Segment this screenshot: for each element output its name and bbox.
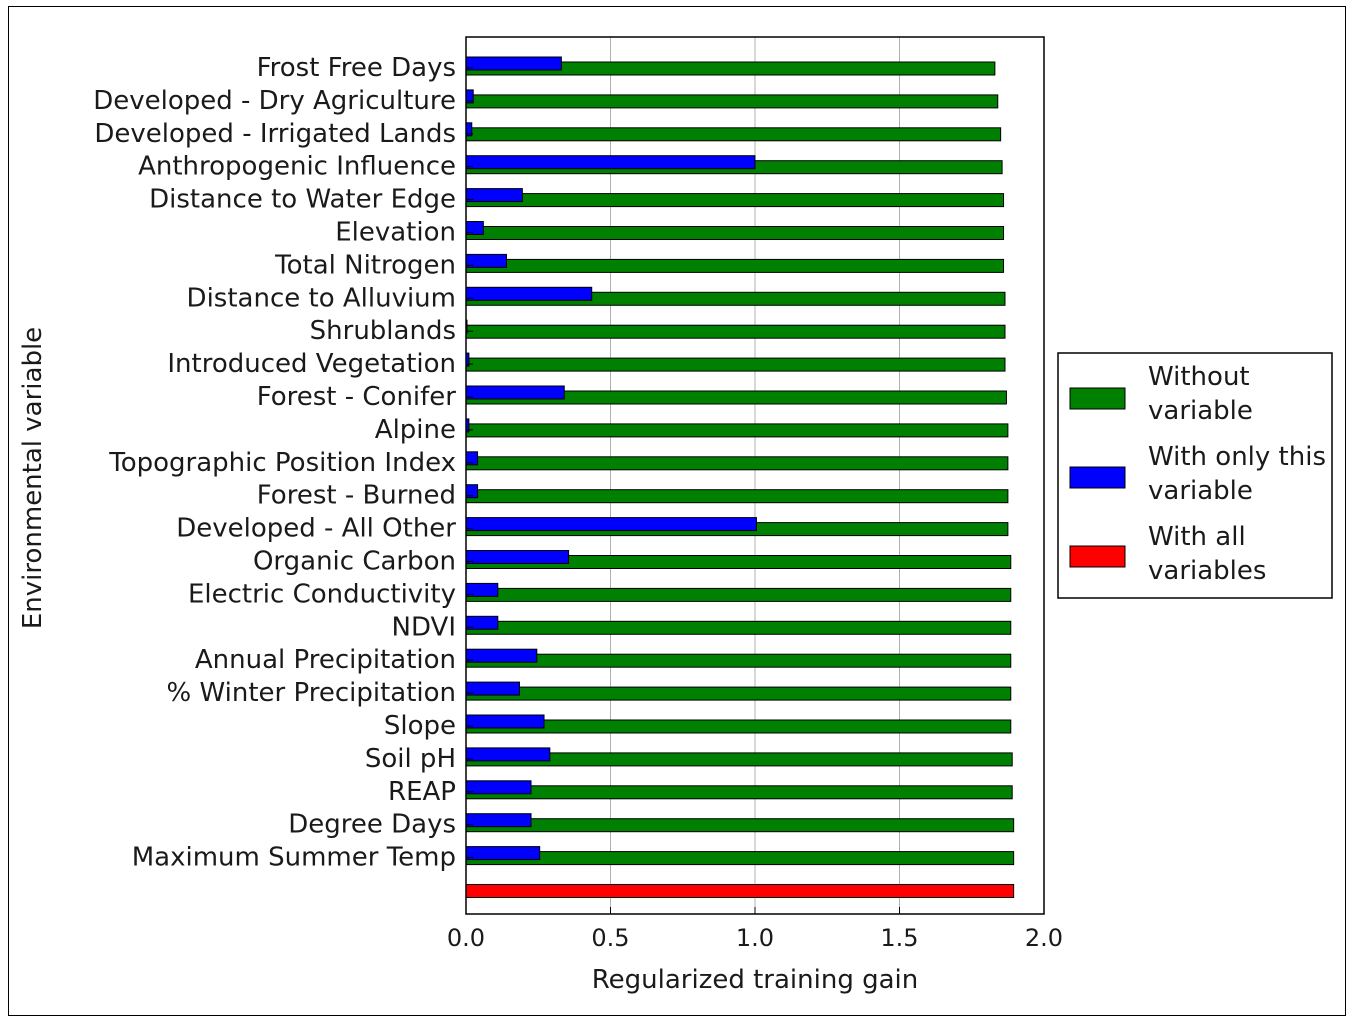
category-label-forest-conifer: Forest - Conifer [257,382,457,412]
category-label-forest-burned: Forest - Burned [257,481,456,511]
category-label-shrublands: Shrublands [310,316,456,346]
bar-with-all-variables [465,884,1015,898]
bar-without-variable-total-nitrogen [465,258,1005,273]
x-tick-label: 0.5 [591,924,629,952]
bar-without-variable-alpine [465,423,1009,438]
category-label-degree-days: Degree Days [288,810,456,840]
bar-with-only-winter-precipitation [465,681,520,696]
bar-without-variable-topographic-position-index [465,456,1009,471]
category-label-slope: Slope [384,711,456,741]
category-label-annual-precipitation: Annual Precipitation [195,645,456,675]
category-label-electric-conductivity: Electric Conductivity [188,579,456,609]
category-label-total-nitrogen: Total Nitrogen [274,250,456,280]
bar-with-only-distance-to-water-edge [465,188,523,203]
bar-without-variable-annual-precipitation [465,653,1012,668]
category-label-alpine: Alpine [375,415,456,445]
bar-without-variable-degree-days [465,818,1015,833]
x-tick-label: 0.0 [447,924,485,952]
legend-swatch-with-only-this-variable [1069,466,1126,489]
legend-label-without-variable: Without variable [1148,362,1253,426]
category-label-distance-to-water-edge: Distance to Water Edge [149,185,456,215]
bar-with-only-maximum-summer-temp [465,846,541,861]
bar-with-only-reap [465,780,532,795]
bar-with-only-distance-to-alluvium [465,286,593,301]
legend-swatch-without-variable [1069,387,1126,410]
bar-without-variable-forest-burned [465,489,1009,504]
bar-with-only-slope [465,714,545,729]
bar-without-variable-distance-to-water-edge [465,193,1005,208]
bar-with-only-degree-days [465,813,532,828]
category-label-anthropogenic-influence: Anthropogenic Influence [138,152,456,182]
bar-without-variable-electric-conductivity [465,587,1012,602]
bar-without-variable-elevation [465,226,1005,240]
bar-without-variable-shrublands [465,324,1006,339]
bar-without-variable-developed-dry-agriculture [465,94,999,109]
x-tick-label: 1.0 [736,924,774,952]
bars [465,56,1015,898]
category-label-ndvi: NDVI [392,612,456,642]
category-label-winter-precipitation: % Winter Precipitation [167,678,456,708]
category-label-organic-carbon: Organic Carbon [253,547,456,577]
bar-without-variable-maximum-summer-temp [465,851,1015,866]
bar-with-only-organic-carbon [465,550,570,564]
grid-lines [610,37,900,914]
category-label-soil-ph: Soil pH [365,744,456,774]
x-tick-label: 2.0 [1025,924,1063,952]
bar-without-variable-developed-irrigated-lands [465,127,1002,142]
x-axis-ticks: 0.0 0.5 1.0 1.5 2.0 [447,907,1063,952]
bar-with-only-soil-ph [465,747,551,762]
bar-with-only-annual-precipitation [465,648,538,663]
category-label-frost-free-days: Frost Free Days [257,53,456,83]
category-label-developed-dry-agriculture: Developed - Dry Agriculture [93,86,456,116]
category-label-distance-to-alluvium: Distance to Alluvium [187,283,456,313]
bar-without-variable-slope [465,719,1012,734]
legend-label-with-only-this-variable: With only this variable [1148,442,1326,506]
category-label-developed-all-other: Developed - All Other [176,514,456,544]
bar-without-variable-ndvi [465,620,1012,635]
category-label-reap: REAP [388,777,456,807]
bar-without-variable-reap [465,785,1013,800]
legend-swatch-with-all-variables [1069,545,1126,568]
bar-without-variable-winter-precipitation [465,686,1012,701]
y-axis-title: Environmental variable [18,327,48,629]
bar-with-only-anthropogenic-influence [465,155,756,170]
legend-label-with-all-variables: With all variables [1148,522,1266,586]
bar-with-only-forest-conifer [465,385,565,400]
x-tick-label: 1.5 [880,924,918,952]
category-label-maximum-summer-temp: Maximum Summer Temp [132,843,456,873]
x-axis-title: Regularized training gain [592,965,919,995]
category-label-topographic-position-index: Topographic Position Index [108,448,456,478]
bar-with-only-frost-free-days [465,56,562,71]
category-label-developed-irrigated-lands: Developed - Irrigated Lands [94,119,456,149]
legend: Without variable With only this variable W… [1057,352,1333,599]
bar-without-variable-introduced-vegetation [465,357,1006,372]
category-label-introduced-vegetation: Introduced Vegetation [167,349,456,379]
category-label-elevation: Elevation [335,218,456,248]
bar-with-only-developed-all-other [465,517,757,532]
